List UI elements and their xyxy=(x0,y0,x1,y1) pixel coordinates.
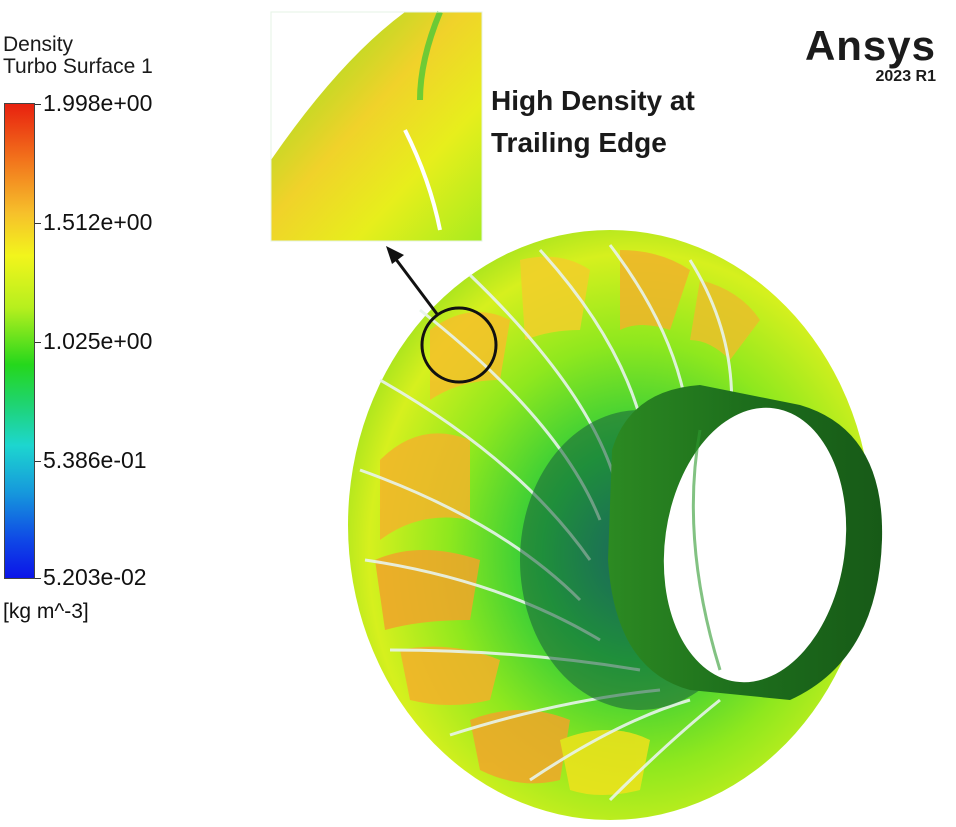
legend-title: Density Turbo Surface 1 xyxy=(3,34,153,78)
tick-label-max: 1.998e+00 xyxy=(43,90,153,116)
tick-mark xyxy=(35,461,41,462)
tick-mark xyxy=(35,104,41,105)
ansys-logo: Ansys 2023 R1 xyxy=(805,24,936,86)
tick-label-4: 5.386e-01 xyxy=(43,447,147,473)
callout-line-1: High Density at xyxy=(491,85,695,116)
shroud-opening xyxy=(663,407,847,683)
blade-passages xyxy=(375,250,760,795)
inset-zoom xyxy=(270,10,483,242)
highlight-circle xyxy=(420,306,498,384)
tick-mark xyxy=(35,578,41,579)
callout-annotation: High Density at Trailing Edge xyxy=(491,80,695,164)
legend-variable: Density xyxy=(3,33,74,56)
legend-units: [kg m^-3] xyxy=(3,600,89,623)
callout-line-2: Trailing Edge xyxy=(491,127,667,158)
tick-label-3: 1.025e+00 xyxy=(43,328,153,354)
brand-name: Ansys xyxy=(804,22,936,69)
legend-location: Turbo Surface 1 xyxy=(3,55,153,78)
brand-version: 2023 R1 xyxy=(875,68,937,85)
callout-arrow xyxy=(393,257,439,315)
tick-mark xyxy=(35,342,41,343)
tick-label-min: 5.203e-02 xyxy=(43,564,147,590)
color-bar xyxy=(4,103,35,579)
tick-label-2: 1.512e+00 xyxy=(43,209,153,235)
tick-mark xyxy=(35,223,41,224)
